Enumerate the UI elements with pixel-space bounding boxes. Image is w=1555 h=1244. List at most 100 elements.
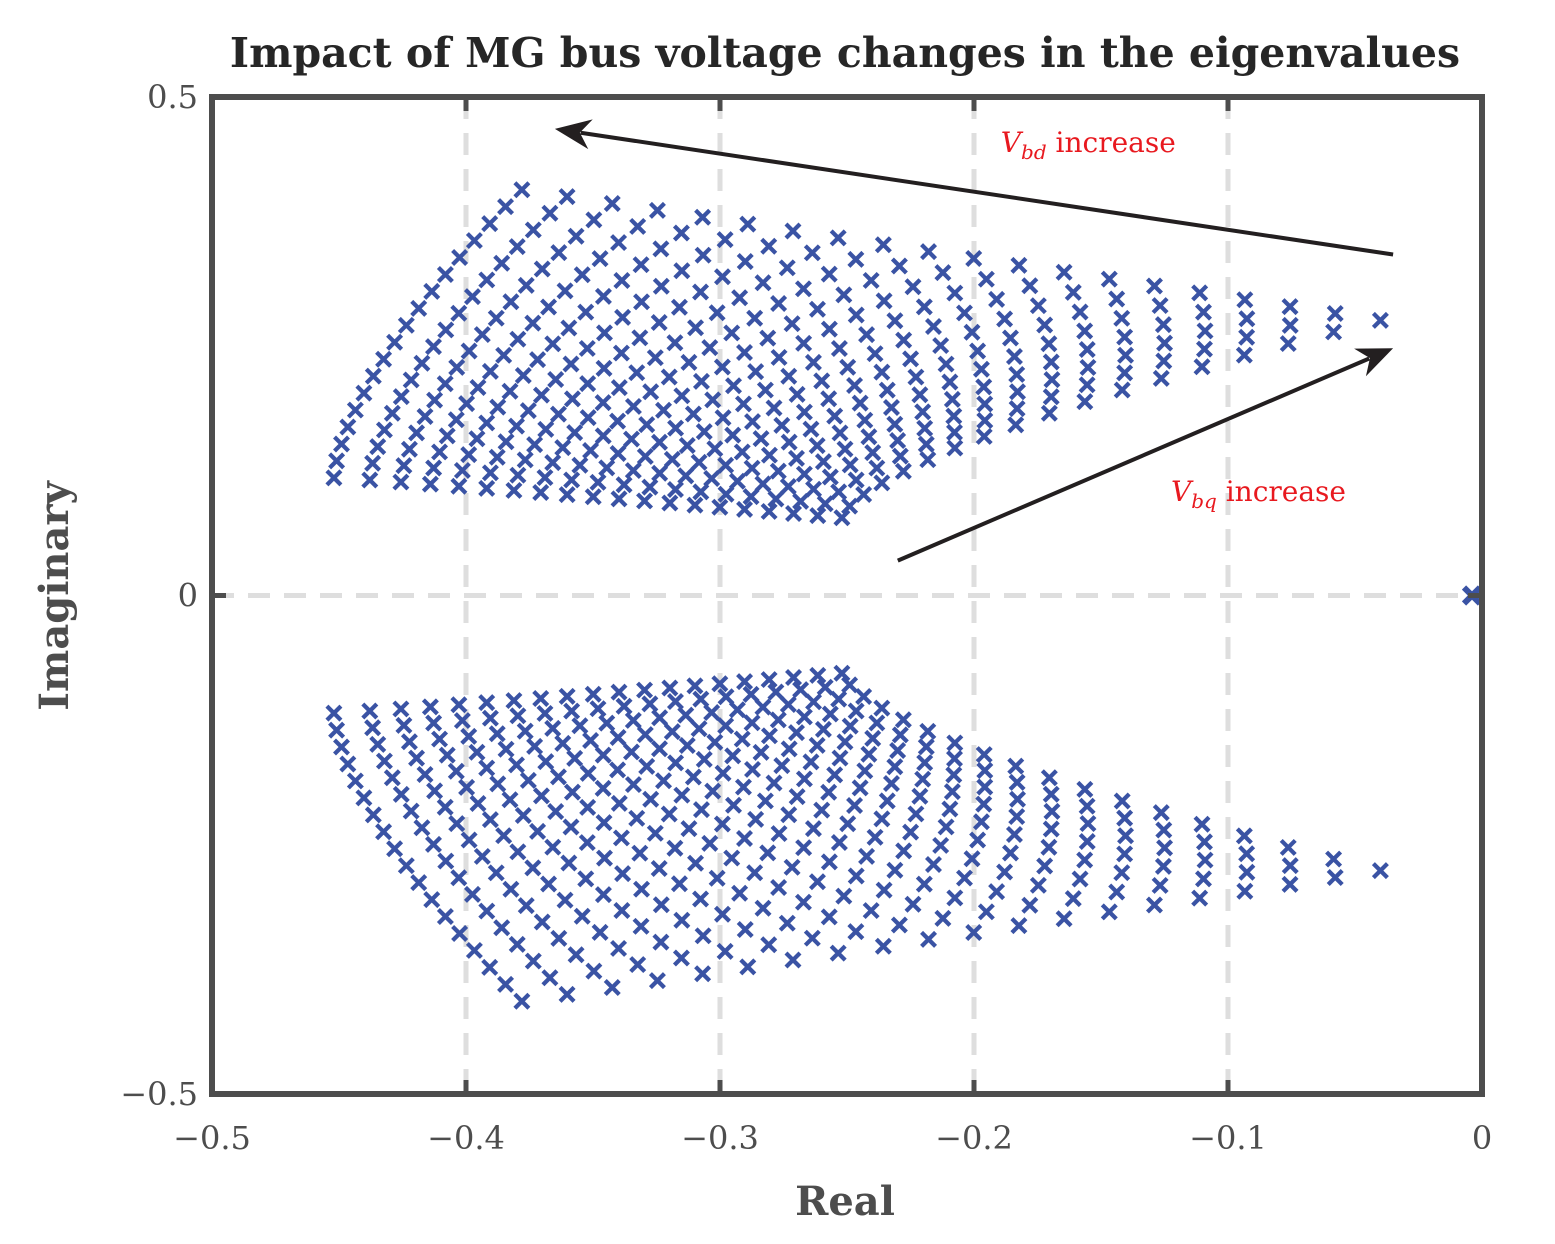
eigenvalue-marker — [813, 801, 831, 819]
eigenvalue-marker — [578, 834, 596, 852]
eigenvalue-marker — [779, 695, 797, 713]
eigenvalue-marker — [759, 329, 777, 347]
eigenvalue-marker — [613, 272, 631, 290]
eigenvalue-marker — [711, 498, 729, 516]
eigenvalue-marker — [325, 704, 343, 722]
eigenvalue-marker — [778, 259, 796, 277]
annotation-subscript: bd — [1021, 140, 1047, 164]
eigenvalue-marker — [809, 666, 827, 684]
eigenvalue-marker — [585, 962, 603, 980]
eigenvalue-marker — [450, 477, 468, 495]
eigenvalue-marker — [448, 358, 466, 376]
eigenvalue-marker — [792, 681, 810, 699]
eigenvalue-marker — [773, 416, 791, 434]
eigenvalue-marker — [916, 754, 934, 772]
eigenvalue-marker — [886, 415, 904, 433]
eigenvalue-marker — [780, 806, 798, 824]
eigenvalue-marker — [1100, 270, 1118, 288]
eigenvalue-marker — [436, 375, 454, 393]
eigenvalue-marker — [754, 698, 772, 716]
eigenvalue-marker — [915, 875, 933, 893]
eigenvalue-marker — [421, 698, 439, 716]
eigenvalue-marker — [934, 264, 952, 282]
eigenvalue-marker — [946, 734, 964, 752]
eigenvalue-marker — [465, 941, 483, 959]
eigenvalue-marker — [977, 903, 995, 921]
eigenvalue-marker — [556, 891, 574, 909]
eigenvalue-marker — [488, 725, 506, 743]
eigenvalue-marker — [610, 379, 628, 397]
eigenvalue-marker — [943, 390, 961, 408]
eigenvalue-marker — [1029, 297, 1047, 315]
eigenvalue-marker — [795, 708, 813, 726]
eigenvalue-marker — [631, 844, 649, 862]
eigenvalue-marker — [386, 840, 404, 858]
eigenvalue-marker — [1007, 757, 1025, 775]
eigenvalue-marker — [524, 952, 542, 970]
eigenvalue-marker — [448, 815, 466, 833]
eigenvalue-marker — [532, 689, 550, 707]
eigenvalue-marker — [794, 280, 812, 298]
eigenvalue-marker — [779, 478, 797, 496]
eigenvalue-marker — [579, 798, 597, 816]
eigenvalue-marker — [804, 353, 822, 371]
eigenvalue-marker — [820, 853, 838, 871]
eigenvalue-marker — [747, 363, 765, 381]
eigenvalue-marker — [673, 786, 691, 804]
eigenvalue-marker — [495, 827, 513, 845]
eigenvalue-marker — [508, 238, 526, 256]
eigenvalue-marker — [589, 700, 607, 718]
eigenvalue-marker — [875, 881, 893, 899]
eigenvalue-marker — [805, 480, 823, 498]
eigenvalue-marker — [533, 913, 551, 931]
eigenvalue-marker — [487, 864, 505, 882]
eigenvalue-marker — [375, 823, 393, 841]
eigenvalue-marker — [416, 766, 434, 783]
eigenvalue-marker — [836, 733, 854, 751]
eigenvalue-marker — [754, 274, 772, 292]
eigenvalue-marker — [481, 709, 499, 727]
eigenvalue-marker — [641, 478, 659, 496]
eigenvalue-marker — [1071, 870, 1089, 888]
eigenvalue-marker — [1040, 335, 1058, 353]
eigenvalue-marker — [760, 446, 778, 464]
eigenvalue-marker — [788, 788, 806, 806]
eigenvalue-marker — [560, 854, 578, 872]
eigenvalue-marker — [544, 335, 562, 353]
eigenvalue-marker — [473, 326, 491, 344]
eigenvalue-marker — [1108, 290, 1126, 308]
eigenvalue-marker — [632, 917, 650, 935]
eigenvalue-marker — [1116, 328, 1134, 346]
eigenvalue-marker — [795, 334, 813, 352]
eigenvalue-marker — [770, 825, 788, 843]
eigenvalue-marker — [708, 304, 726, 322]
eigenvalue-marker — [878, 381, 896, 399]
eigenvalue-marker — [1055, 910, 1073, 928]
eigenvalue-marker — [677, 706, 695, 724]
eigenvalue-marker — [563, 783, 581, 801]
eigenvalue-marker — [460, 342, 478, 360]
eigenvalue-marker — [717, 485, 735, 503]
eigenvalue-marker — [556, 282, 574, 300]
eigenvalue-marker — [839, 358, 857, 376]
eigenvalue-marker — [841, 717, 859, 735]
eigenvalue-marker — [975, 378, 993, 396]
eigenvalue-marker — [516, 722, 534, 740]
eigenvalue-marker — [856, 762, 874, 780]
eigenvalue-marker — [792, 492, 810, 510]
eigenvalue-marker — [803, 929, 821, 947]
eigenvalue-marker — [1076, 780, 1094, 798]
eigenvalue-marker — [550, 929, 568, 947]
eigenvalue-marker — [594, 886, 612, 904]
eigenvalue-marker — [829, 229, 847, 247]
eigenvalue-marker — [395, 716, 413, 734]
eigenvalue-marker — [788, 385, 806, 403]
eigenvalue-marker — [1076, 393, 1094, 411]
eigenvalue-marker — [526, 737, 544, 755]
eigenvalue-marker — [826, 407, 844, 425]
eigenvalue-marker — [615, 697, 633, 715]
eigenvalue-marker — [346, 772, 364, 790]
eigenvalue-marker — [680, 353, 698, 371]
eigenvalue-marker — [678, 437, 696, 454]
eigenvalue-marker — [609, 761, 627, 779]
